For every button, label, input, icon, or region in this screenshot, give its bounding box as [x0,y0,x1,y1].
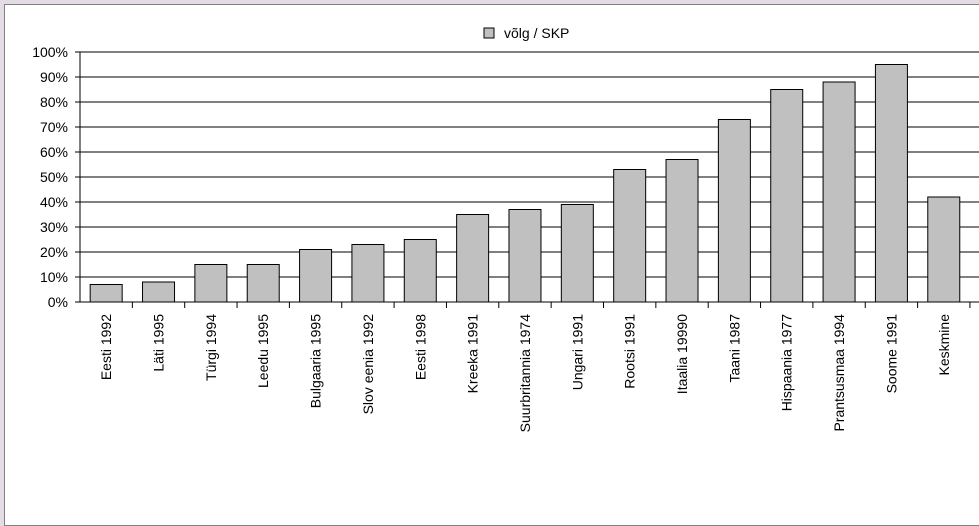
x-tick-label: Hispaania 1977 [779,314,795,412]
chart-frame [4,4,979,526]
y-tick-label: 20% [40,244,68,260]
x-tick-label: Eesti 1998 [412,314,428,380]
bar-1 [142,281,176,303]
bar-15 [874,64,908,303]
y-tick-label: 90% [40,69,68,85]
bar-3 [246,264,280,303]
y-tick-label: 30% [40,219,68,235]
bar-2 [194,264,228,303]
legend-swatch [483,27,495,39]
bar-7 [456,214,490,303]
x-tick-label: Türgi 1994 [203,314,219,381]
x-tick-label: Taani 1987 [726,314,742,383]
bar-11 [665,159,699,303]
bar-5 [351,244,385,303]
x-tick-label: Rootsi 1991 [622,314,638,389]
bars [89,64,961,303]
x-tick-label: Suurbritannia 1974 [517,314,533,433]
bar-0 [89,284,123,303]
bar-4 [299,249,333,303]
y-tick-label: 70% [40,119,68,135]
x-tick-label: Kreeka 1991 [465,314,481,394]
x-tick-label: Soome 1991 [883,314,899,394]
legend: võlg / SKP [483,25,569,41]
y-tick-label: 10% [40,269,68,285]
y-tick-label: 40% [40,194,68,210]
y-axis-ticks: 0% 10% 20% 30% 40% 50% 60% 70% 80% 90% 100% [32,44,80,310]
bar-6 [403,239,437,303]
bar-14 [822,81,856,303]
y-tick-label: 0% [48,294,68,310]
bar-12 [717,119,751,303]
bar-10 [613,169,647,303]
x-tick-label: Läti 1995 [151,314,167,372]
y-tick-label: 80% [40,94,68,110]
x-tick-label: Leedu 1995 [255,314,271,388]
bar-9 [560,204,594,303]
x-tick-label: Ungari 1991 [569,314,585,390]
x-tick-label: Itaalia 19990 [674,314,690,394]
bar-chart: 0% 10% 20% 30% 40% 50% 60% 70% 80% 90% 100% Eesti … [32,25,979,433]
x-tick-label: Prantsusmaa 1994 [831,314,847,432]
x-axis-labels: Eesti 1992 Läti 1995 Türgi 1994 Leedu 1995 B… [98,302,971,433]
bar-13 [770,89,804,303]
y-tick-label: 50% [40,169,68,185]
x-tick-label: Bulgaaria 1995 [308,314,324,408]
x-tick-label: Slov eenia 1992 [360,314,376,415]
x-tick-label: Eesti 1992 [98,314,114,380]
bar-16 [927,196,961,303]
bar-8 [508,209,542,303]
y-tick-label: 100% [32,44,68,60]
x-tick-label: Keskmine [936,314,952,376]
y-tick-label: 60% [40,144,68,160]
legend-label: võlg / SKP [504,25,569,41]
